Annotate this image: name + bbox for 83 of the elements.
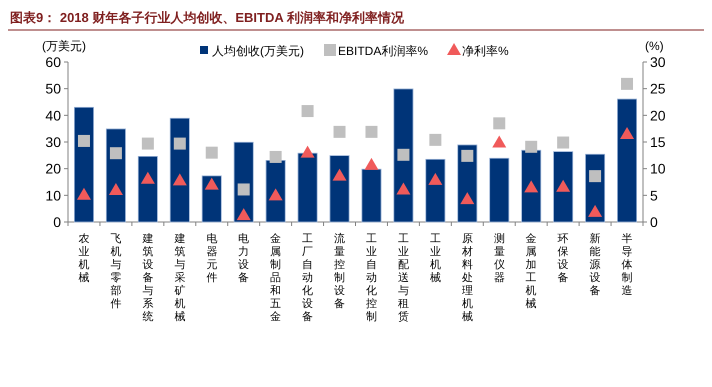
point [429, 134, 442, 146]
x-tick-label: 工业配送与租赁 [398, 233, 409, 323]
point [334, 126, 346, 138]
x-tick-label: 半导体制造 [622, 232, 633, 297]
x-tick-label: 环保设备 [558, 233, 569, 284]
bar [489, 158, 510, 222]
chart-title: 图表9： 2018 财年各子行业人均创收、EBITDA 利润率和净利率情况 [10, 10, 405, 25]
x-tick-label: 新能源设备 [590, 232, 601, 297]
y-tick-label: 10 [45, 187, 62, 204]
x-tick-label: 飞机与零部件 [110, 233, 122, 310]
point [142, 138, 154, 150]
y2-tick-label: 5 [650, 187, 658, 204]
x-tick-label: 工厂自动化设备 [302, 233, 314, 323]
y-tick-label: 0 [53, 214, 62, 230]
point [300, 146, 315, 158]
x-tick-label: 流量控制设备 [334, 232, 346, 310]
y-axis-title: (万美元) [42, 39, 86, 53]
x-tick-label: 农业机械 [78, 233, 90, 284]
point [588, 204, 602, 217]
point [556, 180, 570, 192]
bar [361, 168, 382, 222]
bar [330, 155, 350, 222]
legend-label: EBITDA利润率% [338, 44, 428, 58]
point [620, 127, 634, 139]
point [525, 140, 538, 153]
y-tick-label: 20 [45, 160, 62, 177]
x-tick-label: 金属制品和五金 [270, 233, 282, 323]
y2-tick-label: 25 [650, 80, 666, 97]
point [365, 126, 378, 138]
point [76, 188, 91, 200]
point [236, 208, 251, 220]
point [493, 117, 506, 130]
y-tick-label: 40 [45, 107, 62, 124]
point [238, 183, 250, 196]
bar [425, 158, 446, 222]
point [557, 136, 570, 149]
y-tick-label: 50 [45, 80, 62, 97]
point [172, 173, 187, 186]
point [397, 148, 410, 161]
y2-tick-label: 20 [650, 107, 666, 124]
bar [298, 152, 318, 222]
bar [553, 151, 574, 222]
point [396, 182, 410, 194]
y2-tick-label: 15 [650, 134, 666, 150]
bar [202, 175, 222, 222]
x-tick-label: 建筑与采矿机械 [173, 232, 186, 323]
point [110, 147, 122, 160]
x-tick-label: 测量仪器 [494, 233, 505, 284]
point [524, 180, 538, 192]
legend-label: 人均创收(万美元) [212, 44, 304, 58]
point [492, 136, 506, 148]
point [78, 134, 90, 147]
y2-axis-title: (%) [645, 39, 664, 53]
point [206, 146, 218, 159]
x-tick-label: 电力设备 [238, 232, 250, 284]
y2-tick-label: 30 [650, 54, 666, 70]
point [428, 172, 442, 185]
point [460, 192, 474, 204]
point [621, 78, 634, 90]
legend-label: 净利率% [462, 44, 510, 58]
bar [617, 98, 638, 222]
y-tick-label: 60 [45, 54, 62, 70]
point [332, 168, 347, 181]
y-tick-label: 30 [45, 134, 62, 150]
point [174, 138, 186, 150]
y2-tick-label: 0 [650, 214, 658, 230]
point [204, 178, 219, 190]
point [140, 172, 155, 184]
bar [138, 156, 158, 222]
point [268, 188, 283, 200]
point [302, 105, 314, 118]
x-tick-label: 工业机械 [430, 233, 441, 284]
y2-tick-label: 10 [650, 160, 666, 177]
point [108, 183, 123, 195]
point [461, 150, 474, 162]
point [270, 150, 282, 163]
x-tick-label: 工业自动化控制 [366, 233, 377, 323]
x-tick-label: 金属加工机械 [526, 233, 537, 310]
point [589, 170, 602, 182]
point [364, 158, 378, 170]
x-tick-label: 原材料处理机械 [460, 233, 473, 323]
x-tick-label: 建筑设备与系统 [141, 232, 154, 323]
x-tick-label: 电器元件 [206, 232, 218, 284]
